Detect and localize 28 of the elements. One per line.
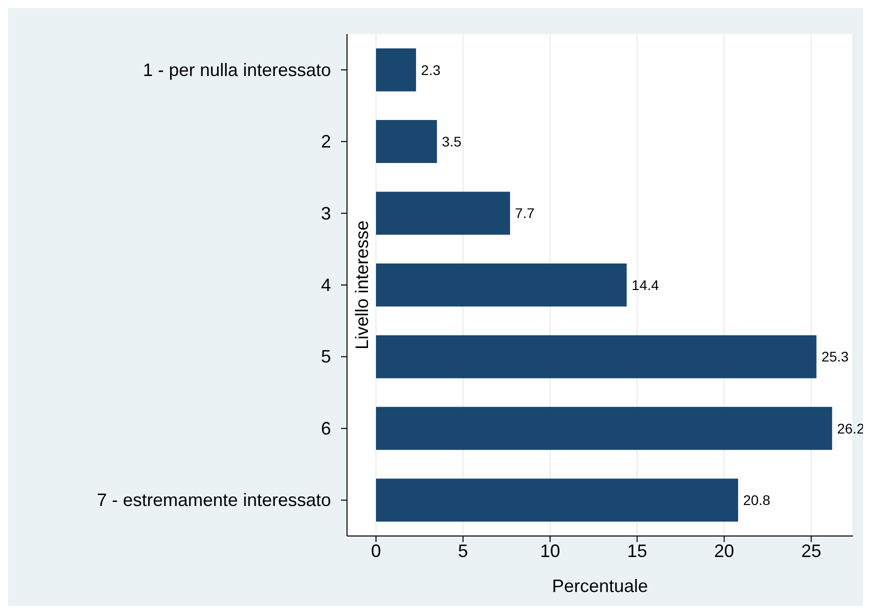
bar [376,263,627,306]
x-tick-label: 10 [540,540,560,561]
x-tick-label: 25 [801,540,822,561]
x-tick-label: 0 [370,540,382,561]
y-tick-label: 6 [320,418,331,438]
y-tick-label: 7 - estremamente interessato [96,490,331,510]
y-tick-label: 5 [320,346,331,367]
data-label: 20.8 [743,492,771,508]
data-label: 2.3 [421,62,441,78]
bar [376,478,738,522]
x-tick-label: 20 [714,540,734,561]
y-tick-label: 2 [320,132,331,152]
y-tick-label: 1 - per nulla interessato [142,60,331,80]
x-tick-label: 15 [627,540,648,561]
data-label: 25.3 [821,348,849,365]
bar [376,406,832,450]
y-tick-label: 4 [320,275,331,295]
bar [376,335,816,378]
x-axis-title: Percentuale [552,576,648,596]
bar [376,192,510,235]
data-label: 14.4 [632,276,660,293]
data-label: 7.7 [515,205,535,222]
bar [376,48,416,92]
data-label: 3.5 [442,134,462,150]
bar [376,120,437,164]
y-axis-title: Livello interesse [352,220,372,350]
y-tick-label: 3 [320,203,331,224]
x-tick-label: 5 [458,540,468,561]
